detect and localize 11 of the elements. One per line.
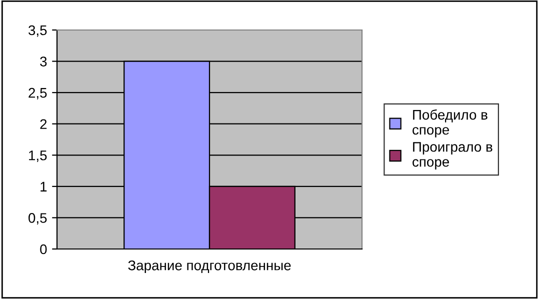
- y-tick-label: 2,5: [28, 88, 47, 100]
- y-tick-label: 3: [40, 56, 47, 66]
- x-tick-label: Зарание подготовленные: [128, 260, 291, 274]
- y-tick-label: 3,5: [28, 25, 47, 37]
- y-tick-label: 0: [40, 244, 47, 254]
- y-tick-label: 2: [40, 119, 47, 129]
- legend-label: Победило в споре: [412, 109, 488, 138]
- y-tick-label: 0,5: [28, 213, 47, 225]
- legend-label: Проиграло в споре: [412, 142, 492, 170]
- y-tick-label: 1,5: [29, 150, 47, 162]
- y-tick-label: 1: [40, 182, 47, 192]
